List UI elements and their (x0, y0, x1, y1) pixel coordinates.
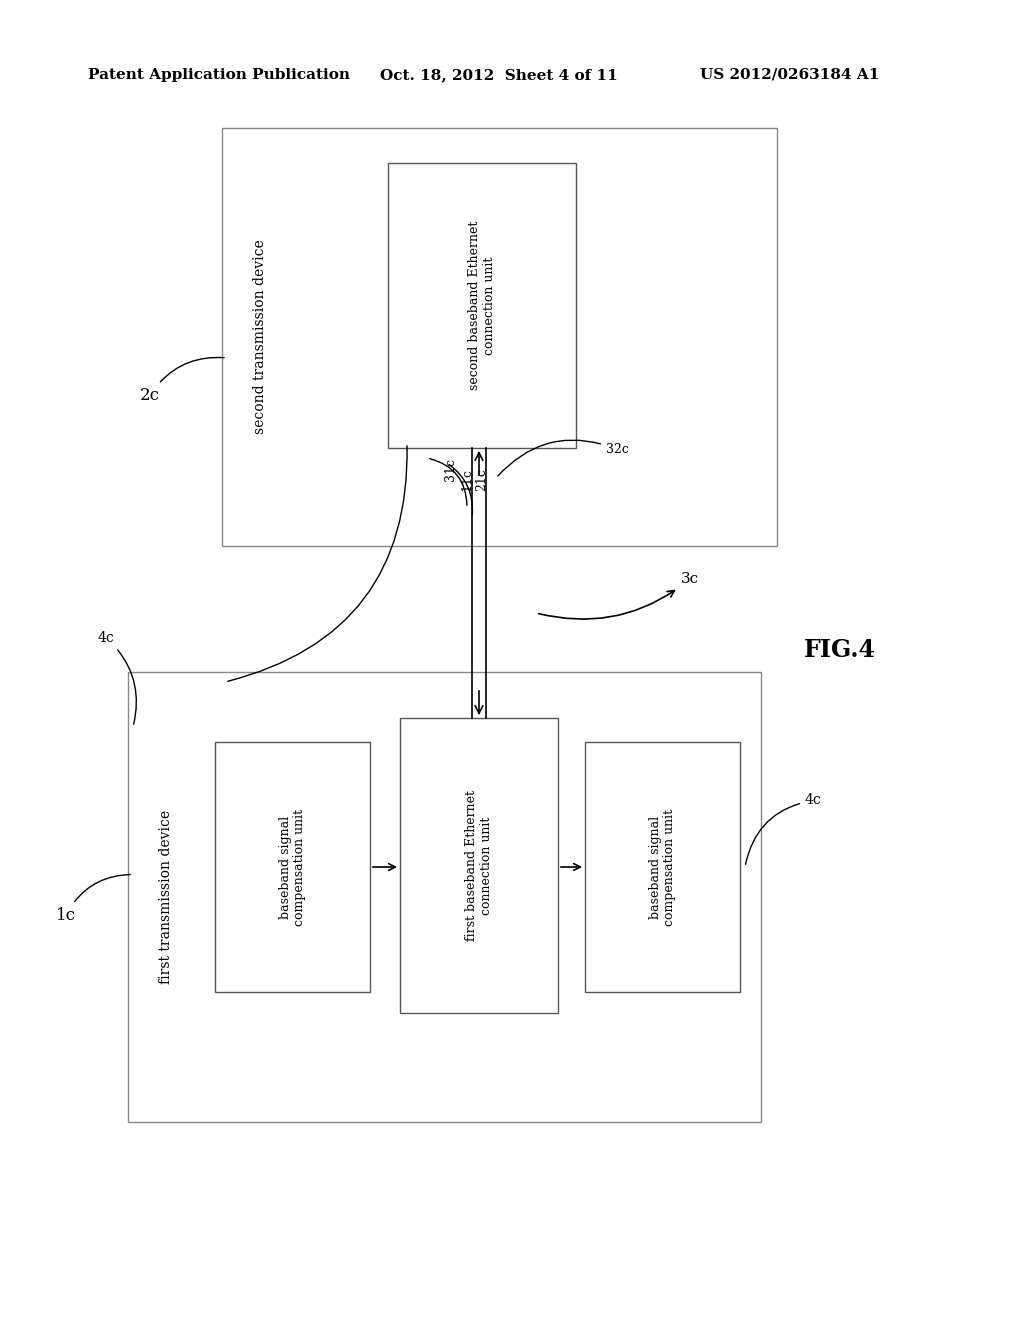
Text: Oct. 18, 2012  Sheet 4 of 11: Oct. 18, 2012 Sheet 4 of 11 (380, 69, 617, 82)
Text: Patent Application Publication: Patent Application Publication (88, 69, 350, 82)
Text: 21c: 21c (475, 469, 488, 491)
Bar (222, 128, 777, 546)
Text: first baseband Ethernet
connection unit: first baseband Ethernet connection unit (465, 789, 493, 941)
Text: 4c: 4c (98, 631, 136, 725)
Bar (215, 742, 370, 993)
Text: FIG.4: FIG.4 (804, 638, 876, 663)
Text: 3c: 3c (539, 572, 699, 619)
Text: 1c: 1c (56, 875, 130, 924)
Text: baseband signal
compensation unit: baseband signal compensation unit (648, 808, 677, 925)
Text: 32c: 32c (498, 440, 629, 477)
Text: 4c: 4c (745, 793, 821, 865)
Bar (388, 162, 575, 447)
Text: first transmission device: first transmission device (159, 810, 173, 985)
Text: baseband signal
compensation unit: baseband signal compensation unit (279, 808, 306, 925)
Text: second transmission device: second transmission device (253, 240, 267, 434)
Text: US 2012/0263184 A1: US 2012/0263184 A1 (700, 69, 880, 82)
Text: second baseband Ethernet
connection unit: second baseband Ethernet connection unit (468, 220, 496, 391)
Text: 11c: 11c (460, 469, 473, 491)
Bar (128, 672, 761, 1122)
Bar (585, 742, 740, 993)
Text: 31c: 31c (444, 458, 457, 480)
Bar (400, 718, 558, 1012)
Text: 2c: 2c (140, 358, 224, 404)
